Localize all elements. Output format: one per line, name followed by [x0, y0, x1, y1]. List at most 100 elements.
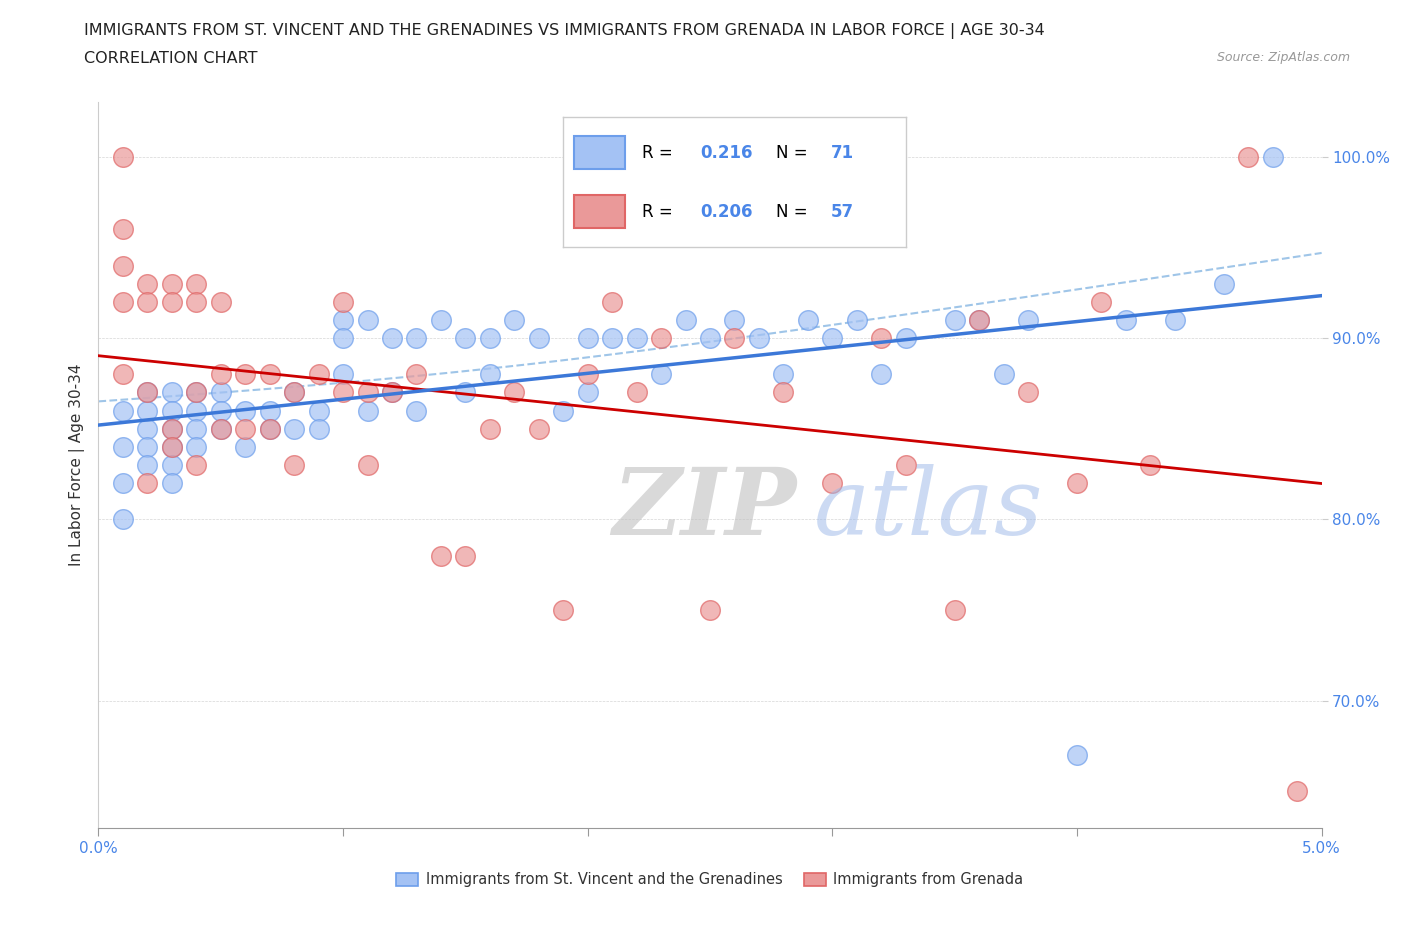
Point [772, 385, 794, 400]
Point [1237, 150, 1260, 165]
Point [136, 385, 159, 400]
Point [1066, 476, 1088, 491]
Point [894, 458, 917, 472]
Point [111, 512, 134, 526]
Point [160, 385, 183, 400]
Point [136, 294, 159, 309]
Point [1212, 276, 1234, 291]
Point [870, 367, 893, 382]
Point [136, 476, 159, 491]
Point [821, 330, 844, 345]
Point [576, 385, 599, 400]
Point [332, 367, 354, 382]
Point [332, 385, 354, 400]
Point [160, 276, 183, 291]
Point [430, 549, 453, 564]
Point [111, 476, 134, 491]
Text: IMMIGRANTS FROM ST. VINCENT AND THE GRENADINES VS IMMIGRANTS FROM GRENADA IN LAB: IMMIGRANTS FROM ST. VINCENT AND THE GREN… [84, 23, 1045, 39]
Point [160, 421, 183, 436]
Legend: Immigrants from St. Vincent and the Grenadines, Immigrants from Grenada: Immigrants from St. Vincent and the Gren… [391, 866, 1029, 893]
Point [943, 603, 966, 618]
Point [209, 421, 232, 436]
Point [186, 421, 208, 436]
Point [967, 312, 990, 327]
Point [381, 385, 404, 400]
Point [1164, 312, 1187, 327]
Point [527, 330, 550, 345]
Point [1017, 385, 1039, 400]
Point [209, 385, 232, 400]
Point [626, 330, 648, 345]
Point [454, 385, 477, 400]
Point [111, 294, 134, 309]
Point [723, 312, 745, 327]
Point [160, 421, 183, 436]
Text: ZIP: ZIP [612, 463, 796, 553]
Point [405, 330, 427, 345]
Point [186, 404, 208, 418]
Point [283, 458, 305, 472]
Point [136, 404, 159, 418]
Point [967, 312, 990, 327]
Point [160, 294, 183, 309]
Point [209, 367, 232, 382]
Point [111, 367, 134, 382]
Text: atlas: atlas [814, 463, 1043, 553]
Point [600, 294, 623, 309]
Point [356, 458, 378, 472]
Point [186, 458, 208, 472]
Point [136, 440, 159, 455]
Point [259, 421, 281, 436]
Point [160, 440, 183, 455]
Point [283, 385, 305, 400]
Point [186, 385, 208, 400]
Point [233, 421, 256, 436]
Point [332, 294, 354, 309]
Point [478, 421, 501, 436]
Point [993, 367, 1015, 382]
Point [600, 330, 623, 345]
Point [356, 312, 378, 327]
Point [870, 330, 893, 345]
Point [209, 421, 232, 436]
Point [332, 330, 354, 345]
Point [553, 404, 575, 418]
Point [381, 385, 404, 400]
Point [332, 312, 354, 327]
Point [527, 421, 550, 436]
Point [160, 404, 183, 418]
Point [723, 330, 745, 345]
Point [943, 312, 966, 327]
Point [160, 440, 183, 455]
Point [111, 404, 134, 418]
Point [160, 476, 183, 491]
Point [209, 404, 232, 418]
Point [186, 385, 208, 400]
Point [821, 476, 844, 491]
Point [186, 294, 208, 309]
Point [675, 312, 697, 327]
Point [1066, 748, 1088, 763]
Point [1115, 312, 1137, 327]
Point [308, 367, 330, 382]
Point [1261, 150, 1284, 165]
Point [576, 367, 599, 382]
Point [699, 603, 721, 618]
Point [111, 259, 134, 273]
Text: Source: ZipAtlas.com: Source: ZipAtlas.com [1216, 51, 1350, 64]
Point [650, 330, 672, 345]
Point [111, 222, 134, 237]
Text: CORRELATION CHART: CORRELATION CHART [84, 51, 257, 66]
Point [650, 367, 672, 382]
Point [111, 440, 134, 455]
Point [845, 312, 868, 327]
Point [1090, 294, 1112, 309]
Point [576, 330, 599, 345]
Point [478, 367, 501, 382]
Point [797, 312, 820, 327]
Point [430, 312, 453, 327]
Point [136, 458, 159, 472]
Point [136, 421, 159, 436]
Point [503, 385, 526, 400]
Point [1017, 312, 1039, 327]
